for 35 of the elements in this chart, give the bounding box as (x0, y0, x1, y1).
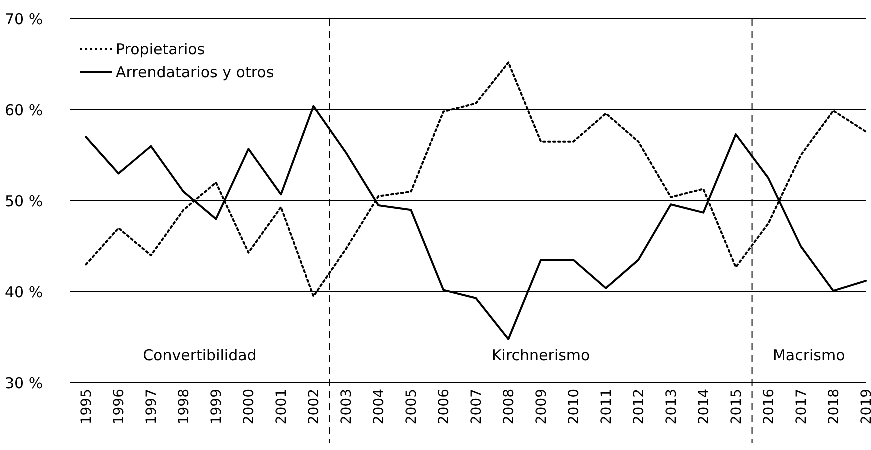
legend-label: Arrendatarios y otros (116, 63, 274, 82)
x-tick-label: 2006 (436, 388, 453, 425)
y-tick-label: 30 % (5, 374, 44, 392)
x-tick-label: 1999 (209, 389, 226, 425)
y-tick-label: 70 % (5, 10, 44, 28)
y-tick-label: 50 % (5, 192, 44, 210)
x-tick-label: 2008 (502, 389, 518, 425)
x-tick-label: 2007 (469, 389, 486, 425)
x-tick-label: 2013 (664, 389, 680, 425)
x-tick-label: 2004 (372, 388, 388, 425)
x-tick-label: 2010 (566, 389, 582, 425)
x-tick-label: 2002 (306, 389, 323, 425)
annotation: Kirchnerismo (492, 346, 590, 364)
annotation: Convertibilidad (143, 346, 257, 364)
x-tick-label: 1998 (176, 389, 193, 425)
x-tick-label: 2017 (794, 389, 810, 425)
x-tick-label: 2018 (826, 389, 842, 425)
x-tick-label: 2003 (339, 389, 356, 425)
x-tick-label: 1995 (79, 389, 96, 425)
y-tick-label: 40 % (5, 283, 44, 302)
x-tick-label: 2019 (858, 389, 871, 425)
legend-label: Propietarios (116, 40, 206, 58)
x-tick-label: 2005 (404, 389, 420, 425)
x-tick-label: 2014 (696, 388, 712, 425)
x-tick-label: 1997 (144, 389, 160, 425)
x-tick-label: 2011 (598, 389, 615, 425)
y-tick-label: 60 % (5, 101, 44, 120)
x-tick-label: 2009 (534, 389, 550, 425)
x-tick-label: 2015 (728, 389, 745, 425)
x-tick-label: 2000 (242, 389, 258, 425)
annotation: Macrismo (772, 346, 846, 364)
x-tick-label: 2012 (631, 389, 648, 425)
x-tick-label: 1996 (112, 388, 128, 425)
x-tick-label: 2001 (274, 389, 290, 425)
x-tick-label: 2016 (761, 388, 778, 425)
